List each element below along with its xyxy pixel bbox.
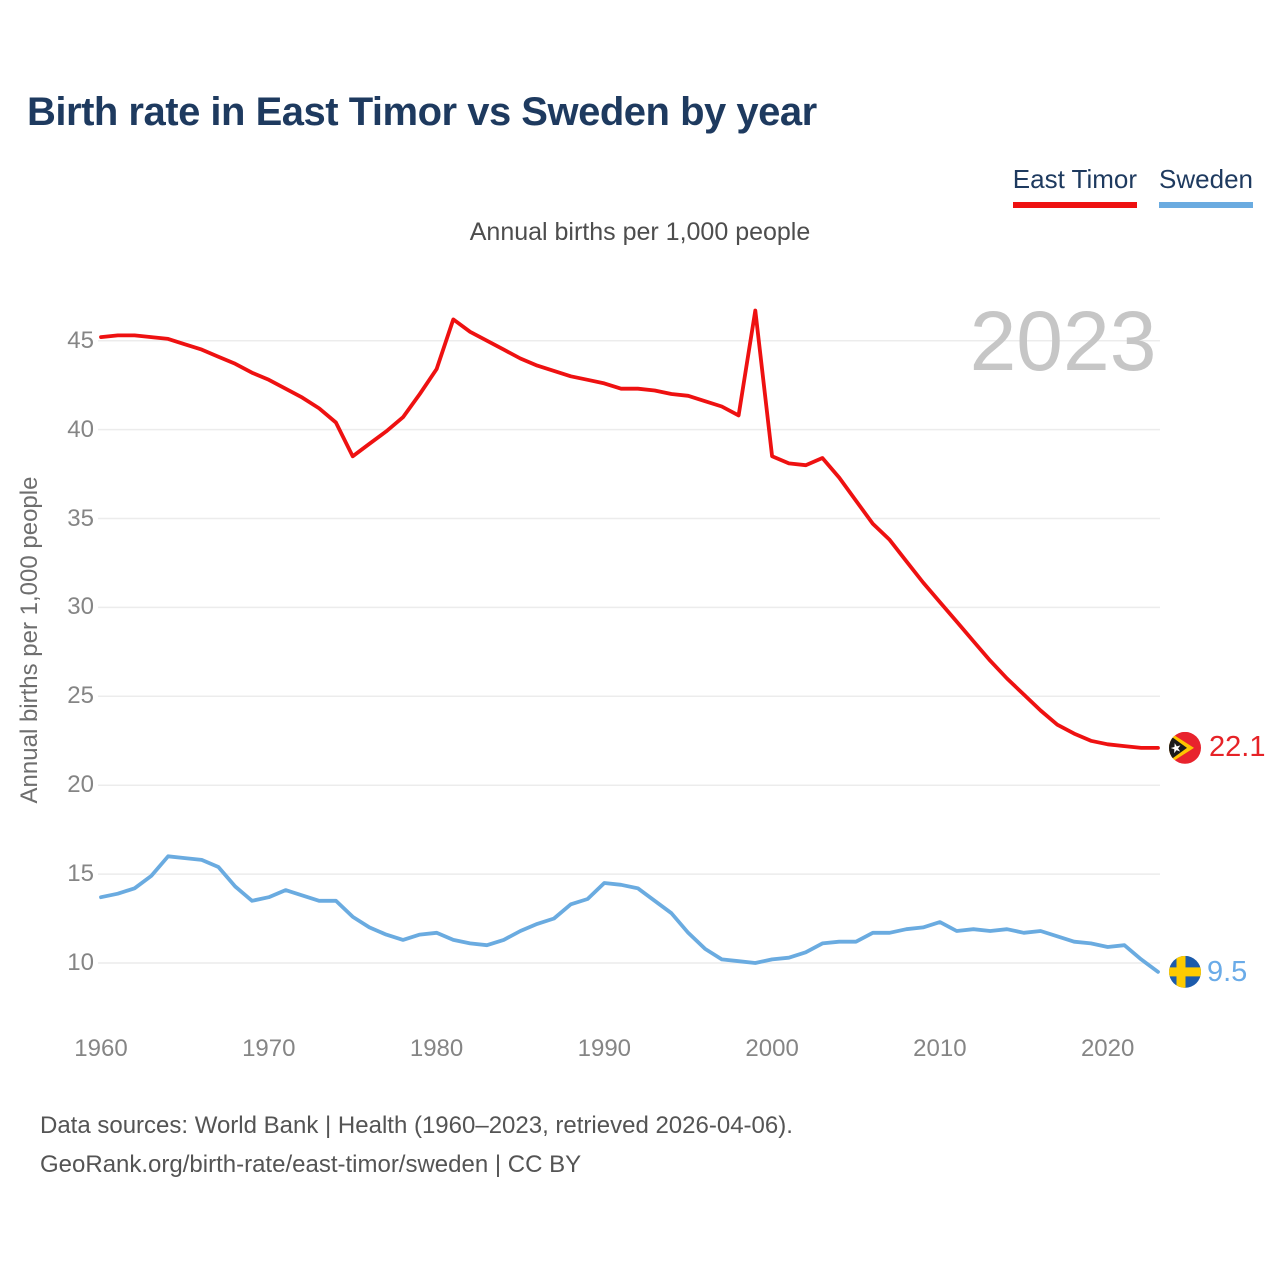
y-tick-label: 40 [67,415,94,443]
svg-text:★: ★ [1168,739,1183,757]
x-tick-label: 1980 [409,1035,464,1062]
legend-label-sweden: Sweden [1159,164,1253,194]
sweden-flag-icon [1169,955,1201,988]
footer-sources: Data sources: World Bank | Health (1960–… [40,1112,793,1139]
legend-item-east-timor[interactable]: East Timor [1012,164,1138,208]
x-tick-label: 1970 [242,1035,296,1062]
x-tick-label: 2010 [913,1035,967,1062]
y-tick-label: 25 [67,682,94,710]
legend-item-sweden[interactable]: Sweden [1159,164,1253,208]
x-tick-label: 1960 [74,1035,128,1062]
line-east-timor [99,308,1160,750]
value-label-east-timor: 22.1 [1209,731,1266,763]
x-tick-label: 1990 [577,1035,632,1062]
footer: Data sources: World Bank | Health (1960–… [40,1106,793,1184]
watermark-year: 2023 [969,294,1157,388]
x-tick-label: 2020 [1080,1035,1135,1062]
legend-label-east-timor: East Timor [1012,164,1138,194]
east-timor-flag-icon: ★ [1168,731,1201,764]
x-tick-label: 2000 [745,1035,799,1062]
value-label-sweden: 9.5 [1207,956,1248,988]
y-tick-label: 15 [67,860,94,888]
line-sweden [99,854,1160,974]
footer-url: GeoRank.org/birth-rate/east-timor/sweden… [40,1151,582,1178]
y-tick-label: 20 [67,771,94,799]
y-tick-label: 30 [67,593,94,621]
chart-subtitle: Annual births per 1,000 people [469,218,811,246]
page-title: Birth rate in East Timor vs Sweden by ye… [27,90,817,134]
legend: East Timor Sweden [1012,164,1253,208]
y-tick-label: 45 [67,326,94,354]
y-tick-label: 10 [67,949,94,976]
y-tick-label: 35 [67,504,94,532]
